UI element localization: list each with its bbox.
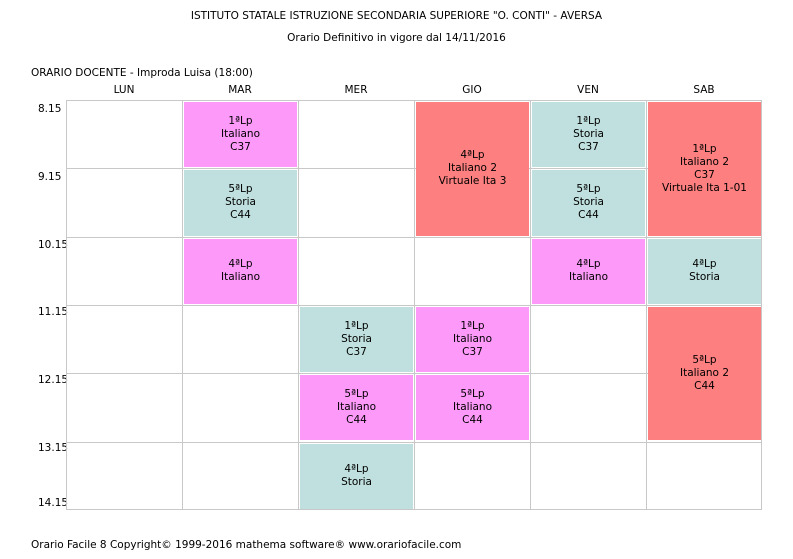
lesson-text: C37 [462,346,483,359]
lesson-text: 5ªLp [228,183,253,196]
lesson-text: C37 [578,141,599,154]
lesson-text: C37 [694,168,715,181]
schedule-subtitle: Orario Definitivo in vigore dal 14/11/20… [287,32,506,44]
lesson-text: Italiano [221,271,260,284]
grid-row-divider [67,304,761,306]
lesson-text: Storia [689,271,720,284]
lesson-text: Italiano [453,401,492,414]
lesson-text: Virtuale Ita 3 [438,175,507,188]
lesson-block: 1ªLp Italiano C37 [184,102,297,168]
lesson-text: C37 [346,346,367,359]
time-label: 8.15 [38,103,62,115]
lesson-text: 5ªLp [460,388,485,401]
lesson-text: 5ªLp [576,183,601,196]
time-label: 12.15 [38,374,69,386]
grid-row-divider [67,236,761,238]
lesson-text: Storia [225,196,256,209]
time-label: 14.15 [38,497,69,509]
lesson-text: 4ªLp [228,258,253,271]
time-label: 13.15 [38,442,69,454]
school-title: ISTITUTO STATALE ISTRUZIONE SECONDARIA S… [190,10,603,22]
lesson-block: 5ªLp Italiano C44 [416,375,529,441]
lesson-text: 1ªLp [576,115,601,128]
lesson-block: 1ªLp Italiano 2 C37 Virtuale Ita 1-01 [648,102,761,236]
lesson-text: Italiano [453,333,492,346]
lesson-block: 5ªLp Italiano C44 [300,375,413,441]
lesson-block: 4ªLp Italiano [184,238,297,304]
time-label: 10.15 [38,239,69,251]
lesson-text: 1ªLp [460,320,485,333]
lesson-block: 1ªLp Storia C37 [300,306,413,373]
grid-row-divider [67,168,761,170]
time-label: 11.15 [38,306,69,318]
lesson-text: 4ªLp [576,258,601,271]
lesson-text: 4ªLp [460,149,485,162]
footer-copyright: Orario Facile 8 Copyright© 1999-2016 mat… [31,539,462,551]
lesson-text: C44 [694,380,715,393]
lesson-text: Italiano 2 [679,155,729,168]
lesson-text: C44 [346,414,367,427]
lesson-text: Storia [573,128,604,141]
grid-row-divider [67,441,761,443]
timetable-grid: 1ªLp Italiano C37 5ªLp Storia C44 4ªLp Italiano… [66,100,762,510]
lesson-text: Italiano [221,128,260,141]
lesson-text: C44 [578,209,599,222]
lesson-block: 5ªLp Storia C44 [532,170,645,236]
lesson-text: 1ªLp [692,142,717,155]
lesson-text: 1ªLp [344,320,369,333]
lesson-text: Virtuale Ita 1-01 [662,181,747,194]
lesson-text: 4ªLp [344,463,369,476]
lesson-text: Storia [341,333,372,346]
day-header-mar: MAR [228,84,252,96]
day-header-sab: SAB [693,84,715,96]
day-header-gio: GIO [462,84,482,96]
time-label: 9.15 [38,171,62,183]
lesson-text: Italiano 2 [447,162,497,175]
lesson-text: 1ªLp [228,115,253,128]
lesson-block: 4ªLp Storia [648,238,761,304]
grid-row-divider [67,373,761,375]
lesson-block: 5ªLp Storia C44 [184,170,297,236]
lesson-text: Italiano [337,401,376,414]
lesson-block: 5ªLp Italiano 2 C44 [648,306,761,441]
lesson-text: C37 [230,141,251,154]
lesson-block: 4ªLp Italiano 2 Virtuale Ita 3 [416,102,529,236]
lesson-text: Storia [573,196,604,209]
teacher-line: ORARIO DOCENTE - Improda Luisa (18:00) [31,67,253,79]
lesson-text: 5ªLp [344,388,369,401]
day-header-ven: VEN [577,84,599,96]
lesson-text: C44 [462,414,483,427]
lesson-text: Italiano [569,271,608,284]
lesson-text: 4ªLp [692,258,717,271]
lesson-text: C44 [230,209,251,222]
lesson-text: 5ªLp [692,354,717,367]
day-header-mer: MER [344,84,368,96]
lesson-block: 4ªLp Storia [300,443,413,509]
lesson-text: Storia [341,476,372,489]
lesson-block: 1ªLp Italiano C37 [416,306,529,373]
day-header-lun: LUN [113,84,135,96]
lesson-text: Italiano 2 [679,367,729,380]
lesson-block: 1ªLp Storia C37 [532,102,645,168]
lesson-block: 4ªLp Italiano [532,238,645,304]
